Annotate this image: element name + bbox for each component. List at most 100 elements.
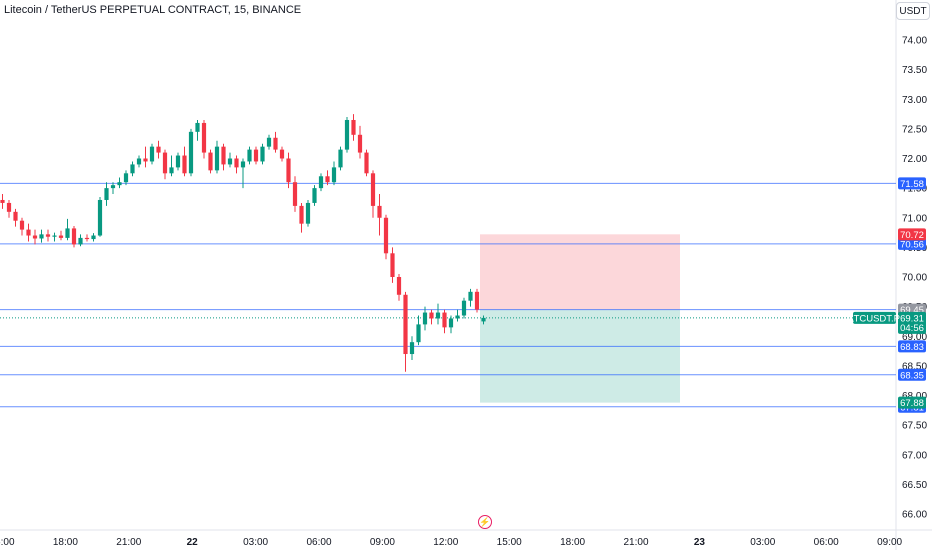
candle [0,194,5,209]
candle [435,303,441,325]
candle [136,155,142,168]
candle-body [468,291,473,301]
lightning-icon[interactable]: ⚡ [478,515,492,529]
currency-button[interactable]: USDT [896,2,930,20]
candle [357,125,363,159]
candle-body [351,119,356,135]
candle [26,223,31,242]
candle [344,117,350,153]
candle [364,149,369,177]
candle-body [474,291,480,310]
candle [208,149,213,174]
candle-body [390,253,395,277]
candle [474,288,480,313]
candle [416,315,421,346]
candle [312,185,317,206]
candle [52,232,57,242]
x-tick-label: 03:00 [750,537,775,548]
candle-body [299,205,304,224]
candle [110,182,116,195]
candle [383,214,389,260]
candle-body [455,315,460,319]
candle-body [143,158,148,162]
candle-body [104,188,109,200]
candle-body [416,324,421,343]
target-price-badge [898,396,926,409]
stop-price-badge [898,228,926,241]
candle [130,161,135,177]
candle [104,182,109,206]
candle-body [273,137,278,150]
candle [45,229,51,242]
candle-body [123,173,129,183]
x-tick-label: 03:00 [243,537,268,548]
candle [65,218,70,241]
candle [448,315,454,334]
candle-body [234,158,239,168]
candle [175,152,181,171]
candle-body [201,122,207,153]
x-tick-label: 21:00 [116,537,141,548]
y-tick-label: 71.00 [902,213,927,224]
x-tick-label: 21:00 [623,537,648,548]
candle-body [71,228,77,245]
candle [162,149,168,180]
candle-body [461,300,467,316]
x-tick-label: 12:00 [433,537,458,548]
level-badge [898,340,926,353]
candle-body [435,312,441,319]
candle-body [403,294,408,355]
chart-title: Litecoin / TetherUS PERPETUAL CONTRACT, … [4,4,302,16]
candle-body [344,119,350,150]
candle-body [130,164,135,174]
candle-body [175,155,181,168]
candle [201,119,207,159]
candle [195,119,200,141]
last-price-badge [898,311,926,334]
x-tick-label: 15:00 [0,537,15,548]
take-profit-zone [480,309,680,403]
candle-body [0,199,5,203]
entry-price-badge-label: 69.45 [900,305,924,316]
symbol-tag-label: LTCUSDT.P [849,313,900,324]
y-tick-label: 68.00 [902,391,927,402]
candle [279,146,285,162]
candle [468,288,473,307]
candle [273,131,278,153]
candle [292,176,298,212]
candle [143,146,148,168]
candle-body [136,158,142,165]
candle-body [117,182,122,186]
candle-body [409,342,415,355]
candle-body [169,167,174,174]
y-tick-label: 73.50 [902,65,927,76]
candle-body [325,176,330,183]
last-price-label: 69.31 [900,313,924,324]
candle-body [65,228,70,238]
candle-body [13,211,18,221]
candle [429,309,434,325]
candle [247,146,252,165]
level-badge [898,177,926,190]
candle [39,229,44,243]
candle [370,170,376,218]
level-badge-label: 68.83 [900,342,924,353]
candle [260,143,265,165]
y-tick-label: 66.00 [902,510,927,521]
candle-body [156,146,161,153]
y-tick-label: 67.50 [902,421,927,432]
candle-body [318,176,324,189]
x-tick-label: 18:00 [560,537,585,548]
candle [149,143,155,165]
candle-body [396,277,402,295]
candle-body [364,152,369,174]
candle-body [52,235,57,237]
x-tick-label: 06:00 [814,537,839,548]
candle [91,233,96,242]
candle-body [448,318,454,328]
candle-body [91,235,96,240]
candle-body [188,131,194,174]
candle-body [97,199,103,236]
candle [396,274,402,301]
